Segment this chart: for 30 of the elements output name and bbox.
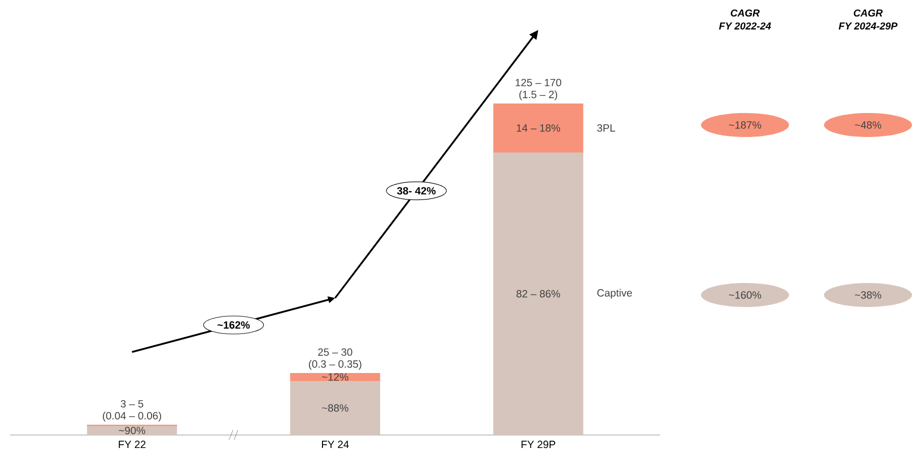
- bar: [493, 103, 584, 153]
- text: ~187%: [728, 121, 762, 129]
- bar: [290, 373, 380, 381]
- text: FY 2022-24: [719, 22, 771, 30]
- text: CAGR: [854, 9, 883, 17]
- annotation: ~162%: [217, 321, 250, 329]
- annotation: 38- 42%: [397, 187, 436, 195]
- annotation: (0.04 – 0.06): [102, 412, 162, 422]
- annotation: ~12%: [322, 373, 348, 381]
- text: FY 2024-29P: [838, 22, 898, 30]
- total-label: 3 – 5: [120, 400, 144, 408]
- annotation: (0.3 – 0.35): [308, 360, 362, 370]
- annotation: 14 – 18%: [516, 124, 560, 132]
- text: ~160%: [728, 291, 762, 299]
- annotation: 82 – 86%: [516, 290, 560, 298]
- total-label: 25 – 30: [318, 348, 352, 356]
- x-tick-label: FY 22: [118, 440, 146, 448]
- text: ~38%: [854, 291, 882, 299]
- annotation: ~90%: [118, 426, 146, 434]
- bar: [87, 426, 178, 435]
- annotation: ~88%: [322, 404, 348, 412]
- bar: [290, 380, 380, 435]
- annotation: (1.5 – 2): [519, 90, 558, 100]
- total-label: 125 – 170: [516, 78, 562, 86]
- text: CAGR: [730, 9, 760, 17]
- series-label: Captive: [597, 288, 632, 299]
- text: ~48%: [854, 121, 882, 129]
- x-tick-label: FY 24: [322, 440, 349, 448]
- x-tick-label: FY 29P: [522, 440, 556, 448]
- series-label: 3PL: [597, 124, 616, 132]
